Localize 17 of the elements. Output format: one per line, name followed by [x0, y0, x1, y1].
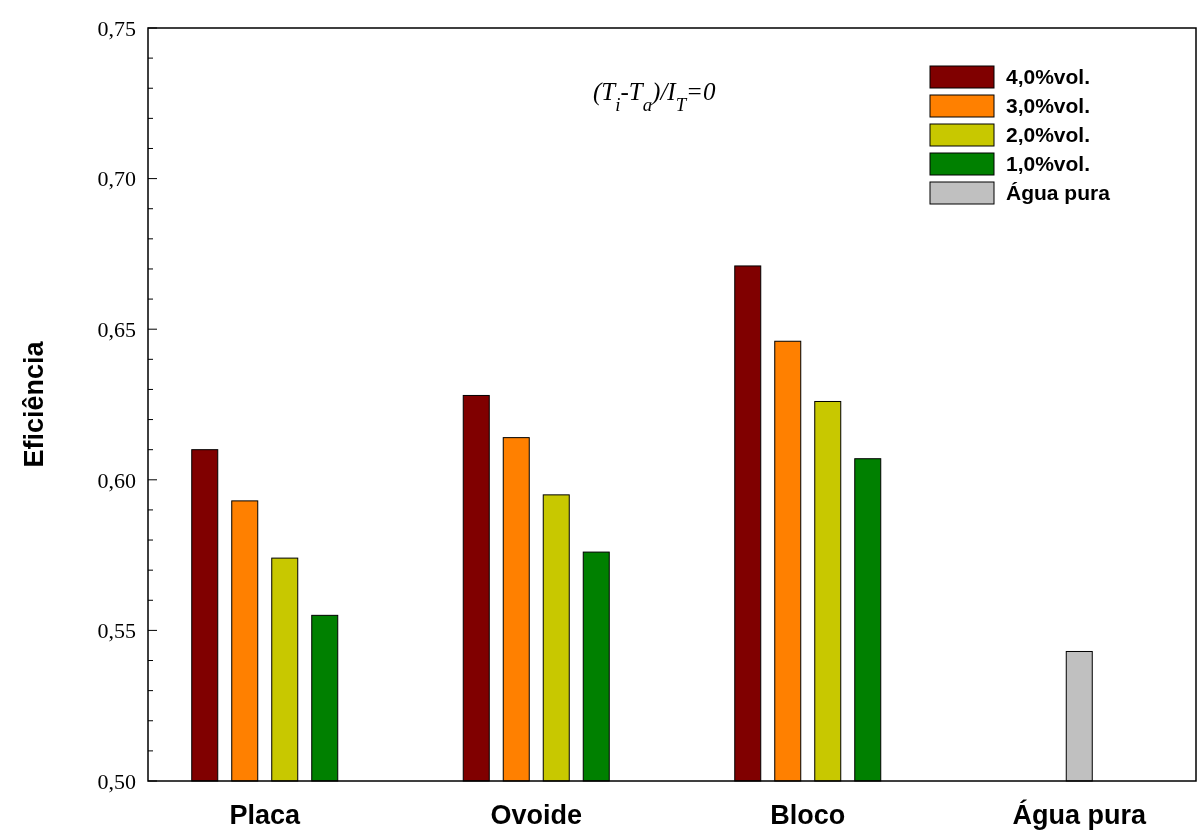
y-tick-label: 0,70 [97, 166, 136, 192]
x-tick-label: Água pura [1012, 799, 1147, 830]
annotation: (T$_{i}$-T$_{a}$)/I$_{T}$=0 [593, 78, 716, 115]
y-tick-label: 0,50 [97, 768, 136, 794]
legend-label: Água pura [1006, 181, 1111, 205]
x-tick-label: Placa [229, 800, 302, 830]
x-tick-label: Bloco [770, 800, 846, 830]
legend-label: 3,0%vol. [1006, 94, 1091, 118]
legend-label: 4,0%vol. [1006, 65, 1091, 89]
x-tick-label: Ovoide [490, 800, 583, 830]
legend-label: 2,0%vol. [1006, 123, 1091, 147]
legend-label: 1,0%vol. [1006, 152, 1091, 176]
y-axis-title: Eficiência [19, 340, 49, 468]
y-tick-label: 0,65 [97, 316, 136, 342]
y-tick-label: 0,75 [97, 15, 136, 41]
y-tick-label: 0,55 [97, 618, 136, 644]
y-tick-label: 0,60 [97, 467, 136, 493]
